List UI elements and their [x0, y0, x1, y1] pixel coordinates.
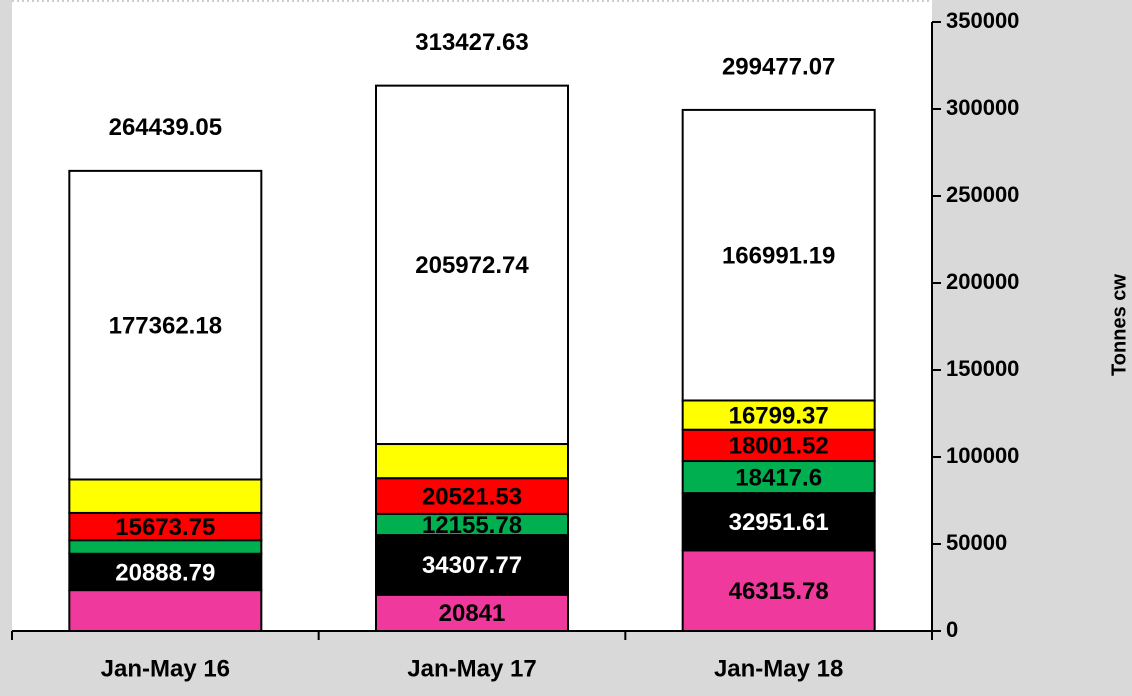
x-tick-label: Jan-May 17	[407, 655, 536, 682]
bar-segment	[681, 549, 876, 632]
y-tick-label: 300000	[946, 95, 1019, 120]
data-label: 18417.6	[735, 464, 822, 491]
bar-segment	[681, 492, 876, 552]
y-tick-label: 250000	[946, 182, 1019, 207]
y-tick-label: 150000	[946, 356, 1019, 381]
data-label: 205972.74	[415, 252, 529, 279]
data-label: 12155.78	[422, 512, 522, 539]
bar-segment	[375, 593, 569, 632]
data-label: 15673.75	[115, 514, 215, 541]
data-label: 20888.79	[115, 559, 215, 586]
y-axis-title: Tonnes cw	[1108, 274, 1130, 376]
y-tick-label: 0	[946, 617, 958, 642]
bar-segment	[68, 478, 263, 514]
total-label: 299477.07	[722, 53, 835, 80]
total-label: 264439.05	[109, 114, 222, 141]
bar-segment	[681, 428, 876, 463]
bar-segment	[681, 399, 876, 431]
data-label: 166991.19	[722, 243, 835, 270]
bar-segment	[681, 460, 876, 495]
bar-segment	[68, 169, 263, 481]
bar-segment	[375, 443, 569, 480]
data-label: 177362.18	[109, 313, 222, 340]
data-label: 34307.77	[422, 552, 522, 579]
bar-segment	[375, 84, 569, 446]
y-tick-label: 100000	[946, 443, 1019, 468]
data-label: 32951.61	[729, 509, 829, 536]
data-label: 20521.53	[422, 483, 522, 510]
data-label: 18001.52	[729, 433, 829, 460]
y-tick-label: 200000	[946, 269, 1019, 294]
bar-segment	[68, 539, 263, 555]
bar-segment	[681, 108, 876, 402]
data-label: 20841	[439, 600, 506, 627]
bar-segment	[68, 511, 263, 542]
x-tick-label: Jan-May 18	[714, 655, 843, 682]
y-tick-label: 350000	[946, 8, 1019, 33]
data-label: 16799.37	[729, 402, 829, 429]
bar-segment	[68, 589, 263, 632]
data-label: 46315.78	[729, 578, 829, 605]
x-tick-label: Jan-May 16	[101, 655, 230, 682]
total-label: 313427.63	[415, 29, 528, 56]
bar-segment	[375, 477, 569, 515]
y-tick-label: 50000	[946, 530, 1007, 555]
